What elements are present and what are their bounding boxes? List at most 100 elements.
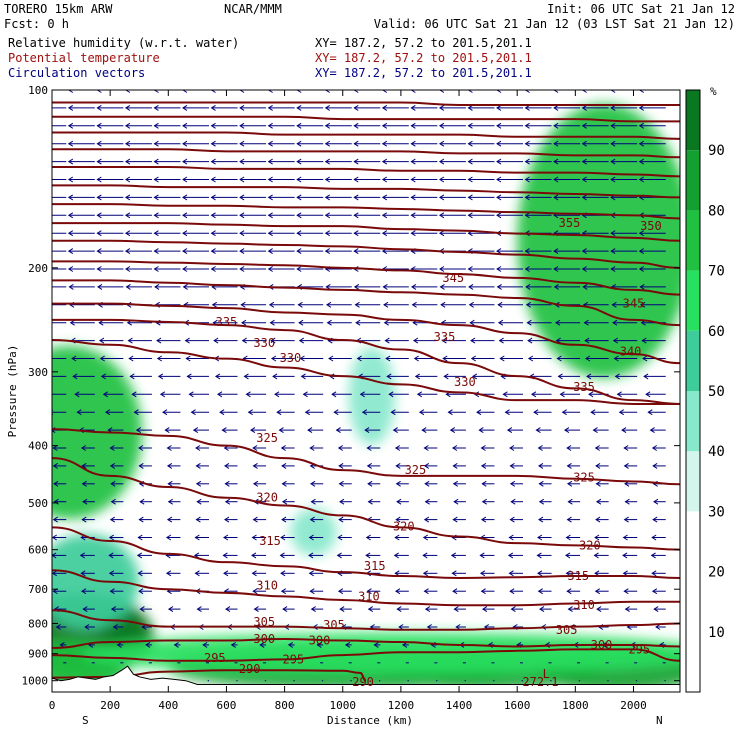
vector-arrowhead [296,140,302,147]
vector-arrowhead [537,445,543,451]
vector-arrowhead [182,140,188,147]
vector-arrowhead [53,480,59,487]
vector-arrowhead [524,194,530,201]
y-tick-label: 600 [28,544,48,557]
vector-arrowhead [339,606,345,613]
y-tick-label: 800 [28,617,48,630]
vector-arrowhead [618,409,624,416]
theta-contour-upper-21 [52,101,680,106]
vector-arrowhead [210,266,216,272]
vector-arrowhead [324,176,330,183]
contour-label: 325 [405,463,427,477]
vector-arrowhead [267,176,273,183]
vector-arrowhead [381,230,388,237]
vector-arrowhead [326,319,332,326]
vector-arrowhead [559,391,565,398]
vector-arrowhead [267,230,273,237]
vector-arrowhead [96,104,102,111]
vector-arrowhead [40,123,44,128]
vector-arrowhead [653,498,659,505]
field-label-theta: Potential temperature [8,51,160,65]
vector-arrowhead [467,104,473,111]
vector-arrowhead [153,194,159,201]
vector-arrowhead [496,122,502,129]
colorbar-tick-label: 60 [708,324,725,340]
vector-arrowhead [531,391,537,398]
vector-arrowhead [165,570,172,577]
vector-arrowhead [455,624,461,630]
vector-arrowhead [479,552,485,559]
vector-arrowhead [557,373,563,380]
vector-arrowhead [135,427,142,434]
vector-arrowhead [402,641,408,648]
vector-arrowhead [410,230,416,237]
vector-arrowhead [410,194,416,201]
axes: 0 200 400 600 800 1000 1200 1400 1600 1800 2000 10… [6,84,680,727]
vector-arrowhead [300,373,306,380]
vector-arrowhead [553,248,559,255]
vector-arrowhead [239,266,245,272]
vector-arrowhead [581,140,587,147]
contour-label: 300 [253,632,275,646]
vector-arrowhead [622,552,628,559]
vector-arrowhead [210,90,216,93]
theta-contour-320 [52,457,680,551]
colorbar-tick-label: 90 [708,143,725,159]
vector-arrowhead [595,498,602,505]
vector-arrowhead [443,373,449,380]
colorbar-block [686,90,700,151]
vector-arrowhead [438,212,445,219]
vector-arrowhead [361,409,368,416]
vector-arrowhead [638,122,644,129]
vector-arrowhead [610,248,616,255]
vector-arrowhead [96,140,102,147]
vector-arrowhead [252,588,258,595]
vector-arrowhead [164,427,170,434]
colorbar-tick-label: 70 [708,264,725,280]
vector-arrowhead [252,516,258,523]
vector-arrowhead [139,606,145,613]
vector-arrowhead [316,641,322,648]
vector-arrowhead [336,552,342,559]
vector-arrowhead [67,266,74,272]
vector-arrowhead [388,391,394,398]
vector-arrowhead [470,355,477,362]
vector-arrowhead [538,480,544,487]
vector-arrowhead [581,248,587,255]
vector-arrowhead [239,248,245,255]
vector-arrowhead [74,391,80,398]
vector-arrowhead [418,409,425,416]
vector-arrowhead [623,462,629,469]
vector-arrowhead [365,534,371,541]
vector-arrowhead [324,212,330,219]
vector-arrowhead [210,248,216,255]
rh-blob-11 [290,508,337,556]
vector-arrowhead [47,392,51,397]
contour-label: 355 [559,216,581,230]
vector-arrowhead [245,391,251,398]
vector-arrowhead [381,104,388,111]
vector-arrowhead [525,301,532,308]
rh-blob-8 [81,632,680,675]
vector-arrowhead [410,90,416,93]
vector-arrowhead [267,212,273,219]
vector-arrowhead [510,606,516,613]
vector-arrowhead [67,176,74,183]
vector-arrowhead [52,516,58,523]
vector-arrowhead [385,355,391,362]
contour-label: 295 [282,652,304,666]
vector-arrowhead [40,159,44,164]
vector-arrowhead [99,355,105,362]
vector-arrowhead [166,462,173,469]
vector-arrowhead [524,266,530,272]
vector-arrowhead [496,90,502,93]
colorbar-tick-label: 80 [708,203,725,219]
vector-arrowhead [353,104,359,111]
colorbar-tick-label: 40 [708,444,725,460]
vector-arrowhead [353,283,360,290]
vector-arrowhead [307,427,313,434]
contour-label: 295 [628,642,650,656]
vector-arrowhead [424,606,431,613]
vector-arrowhead [309,445,315,451]
vector-arrowhead [410,158,416,165]
